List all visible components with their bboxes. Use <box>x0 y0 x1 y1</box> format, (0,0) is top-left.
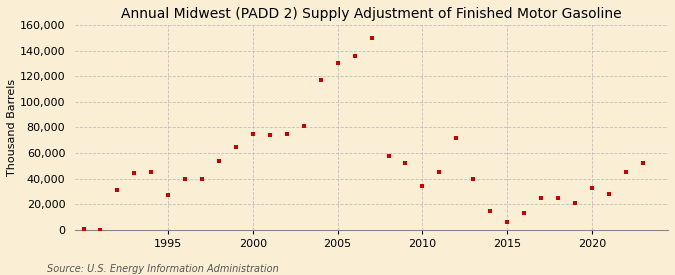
Point <box>570 201 580 205</box>
Point <box>349 53 360 58</box>
Point <box>502 220 512 224</box>
Point <box>553 196 564 200</box>
Point <box>468 176 479 181</box>
Point <box>366 35 377 40</box>
Point <box>400 161 411 165</box>
Point <box>518 211 529 215</box>
Point <box>163 193 173 197</box>
Point <box>231 144 242 149</box>
Point <box>603 192 614 196</box>
Point <box>587 185 597 190</box>
Title: Annual Midwest (PADD 2) Supply Adjustment of Finished Motor Gasoline: Annual Midwest (PADD 2) Supply Adjustmen… <box>122 7 622 21</box>
Point <box>298 124 309 128</box>
Point <box>265 133 275 137</box>
Point <box>146 170 157 174</box>
Point <box>95 227 106 232</box>
Point <box>112 188 123 192</box>
Point <box>417 184 428 188</box>
Point <box>248 131 259 136</box>
Y-axis label: Thousand Barrels: Thousand Barrels <box>7 79 17 176</box>
Point <box>315 78 326 82</box>
Point <box>281 131 292 136</box>
Point <box>637 161 648 165</box>
Point <box>129 171 140 176</box>
Point <box>451 135 462 140</box>
Point <box>180 176 190 181</box>
Point <box>620 170 631 174</box>
Point <box>535 196 546 200</box>
Point <box>485 208 495 213</box>
Point <box>78 227 89 231</box>
Point <box>196 176 207 181</box>
Text: Source: U.S. Energy Information Administration: Source: U.S. Energy Information Administ… <box>47 264 279 274</box>
Point <box>383 153 394 158</box>
Point <box>332 61 343 65</box>
Point <box>434 170 445 174</box>
Point <box>214 158 225 163</box>
